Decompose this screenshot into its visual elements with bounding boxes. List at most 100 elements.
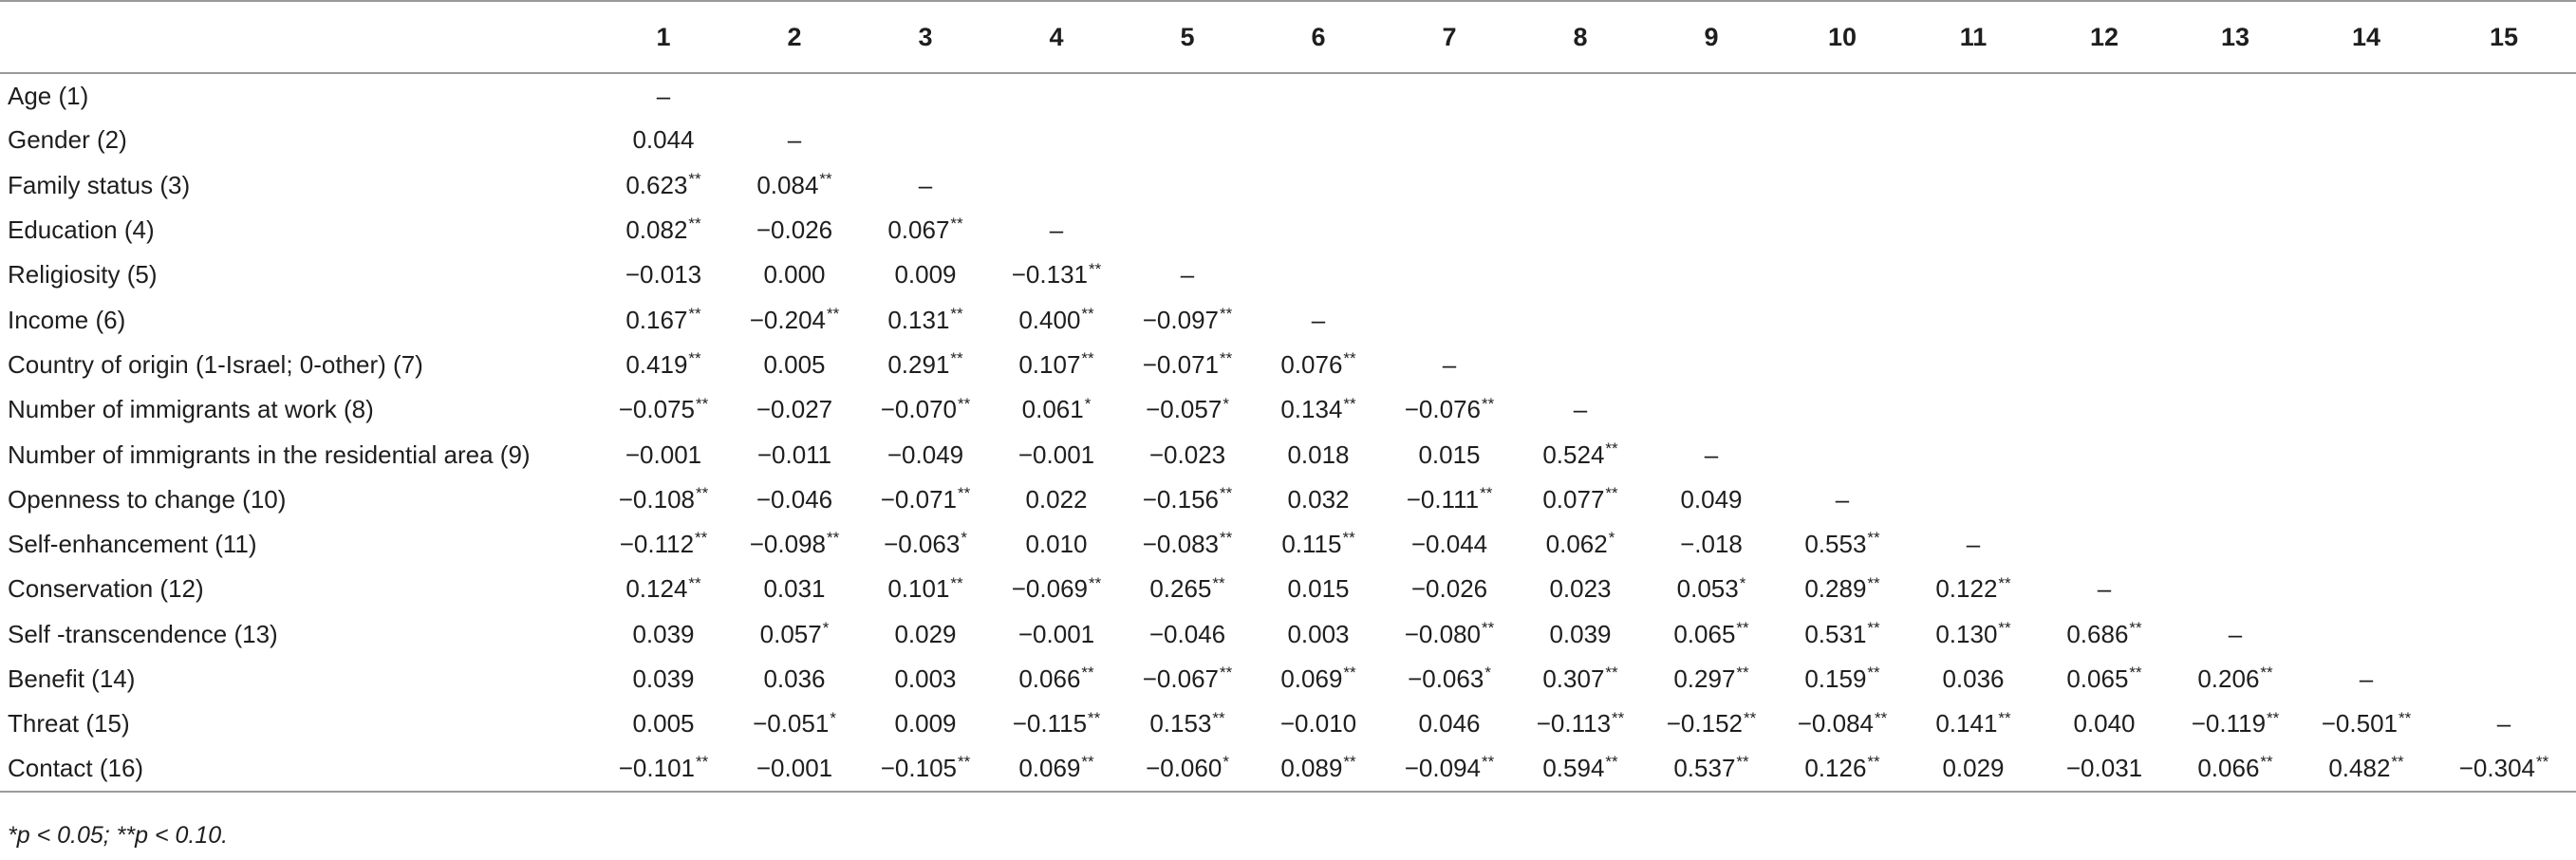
table-cell: 0.122**	[1935, 573, 2011, 604]
table-cell	[2039, 118, 2170, 162]
table-cell	[1646, 118, 1777, 162]
table-cell: –	[1704, 439, 1719, 469]
table-cell: 0.062*	[1545, 529, 1615, 559]
row-label: Education (4)	[8, 215, 155, 245]
table-cell	[1908, 73, 2039, 118]
table-cell: 0.046	[1418, 709, 1481, 738]
row-label: Contact (16)	[0, 746, 598, 793]
table-cell: −0.027	[756, 395, 833, 424]
table-cell	[1777, 118, 1908, 162]
table-cell	[2039, 343, 2170, 387]
table-cell: −0.112**	[619, 529, 708, 559]
table-cell	[2170, 522, 2301, 567]
table-cell	[1646, 343, 1777, 387]
table-cell: 0.101**	[887, 573, 963, 604]
table-cell	[1384, 163, 1515, 208]
table-cell: −0.069**	[1011, 573, 1102, 604]
table-cell	[1777, 163, 1908, 208]
table-cell: −0.111**	[1406, 484, 1493, 514]
table-cell: 0.049	[1680, 484, 1743, 514]
row-label: Openness to change (10)	[8, 484, 287, 514]
column-header-1: 1	[598, 0, 729, 74]
table-cell	[1646, 297, 1777, 342]
table-body: Age (1) – Gender (2) 0.044– Family status (3…	[0, 73, 2576, 793]
table-cell: 0.066**	[1018, 664, 1094, 693]
table-cell: 0.029	[894, 619, 957, 648]
table-row: Self-enhancement (11) −0.112** −0.098** −0.…	[0, 522, 2576, 567]
table-cell: –	[1442, 349, 1457, 379]
table-cell	[1384, 297, 1515, 342]
table-cell: 0.089**	[1253, 746, 1384, 793]
table-cell	[1515, 208, 1646, 252]
table-cell	[2170, 343, 2301, 387]
table-cell: −0.057*	[1146, 394, 1229, 424]
table-cell: 0.141**	[1935, 708, 2011, 738]
table-cell	[1908, 432, 2039, 477]
table-cell: −0.084**	[1797, 708, 1888, 738]
table-cell	[1777, 343, 1908, 387]
table-cell: −0.304**	[2432, 746, 2576, 793]
table-cell: 0.040	[2073, 709, 2136, 738]
table-cell: 0.153**	[1149, 708, 1225, 738]
table-cell: –	[2097, 574, 2112, 604]
significance-footnote: *p < 0.05; **p < 0.10.	[8, 822, 229, 849]
table-cell	[2039, 73, 2170, 118]
table-cell	[1908, 477, 2039, 522]
column-header-12: 12	[2039, 0, 2170, 74]
table-cell	[2301, 522, 2432, 567]
table-cell	[1908, 343, 2039, 387]
table-cell: 0.015	[1418, 439, 1481, 469]
table-cell: 0.057*	[759, 619, 830, 648]
table-cell: 0.124**	[625, 573, 701, 604]
table-cell	[1515, 297, 1646, 342]
table-cell	[1515, 252, 1646, 297]
table-cell: −0.105**	[860, 746, 991, 793]
row-label: Family status (3)	[8, 170, 191, 199]
table-cell	[1777, 252, 1908, 297]
table-cell: −0.046	[1148, 619, 1226, 648]
row-label: Number of immigrants at work (8)	[8, 395, 374, 424]
table-cell: 0.167**	[625, 304, 701, 334]
row-label: Benefit (14)	[8, 664, 136, 693]
table-cell	[2039, 208, 2170, 252]
table-cell: 0.206**	[2197, 664, 2273, 693]
table-cell	[1777, 73, 1908, 118]
table-cell: −0.204**	[749, 304, 840, 334]
column-header-6: 6	[1253, 0, 1384, 74]
table-cell	[1515, 118, 1646, 162]
table-cell: −0.026	[756, 215, 833, 245]
table-cell: 0.053*	[1676, 573, 1746, 604]
table-cell	[2170, 252, 2301, 297]
table-cell	[1908, 252, 2039, 297]
table-cell: 0.044	[632, 125, 695, 155]
table-cell	[1777, 432, 1908, 477]
table-cell	[2170, 208, 2301, 252]
table-cell	[1646, 387, 1777, 432]
table-cell	[2432, 657, 2576, 701]
table-cell	[729, 73, 860, 118]
table-cell: −0.071**	[880, 484, 971, 514]
table-cell	[2301, 118, 2432, 162]
table-cell: −0.071**	[1142, 349, 1233, 379]
table-cell	[2432, 297, 2576, 342]
table-cell: 0.076**	[1280, 349, 1356, 379]
table-cell	[1646, 208, 1777, 252]
table-cell: 0.039	[632, 664, 695, 693]
table-cell: −0.067**	[1142, 664, 1233, 693]
table-cell	[991, 163, 1122, 208]
table-cell	[1515, 163, 1646, 208]
table-cell: −0.113**	[1536, 708, 1625, 738]
table-cell	[1646, 73, 1777, 118]
table-cell: 0.531**	[1804, 619, 1880, 648]
table-cell: –	[2359, 664, 2374, 693]
table-cell: −0.001	[1017, 619, 1095, 648]
table-cell: 0.265**	[1149, 573, 1225, 604]
table-cell: 0.537**	[1646, 746, 1777, 793]
table-cell	[2301, 252, 2432, 297]
table-cell	[2039, 252, 2170, 297]
column-header-11: 11	[1908, 0, 2039, 74]
table-cell	[1253, 118, 1384, 162]
table-cell: 0.077**	[1542, 484, 1618, 514]
table-cell: 0.131**	[887, 304, 963, 334]
table-cell: 0.039	[632, 619, 695, 648]
